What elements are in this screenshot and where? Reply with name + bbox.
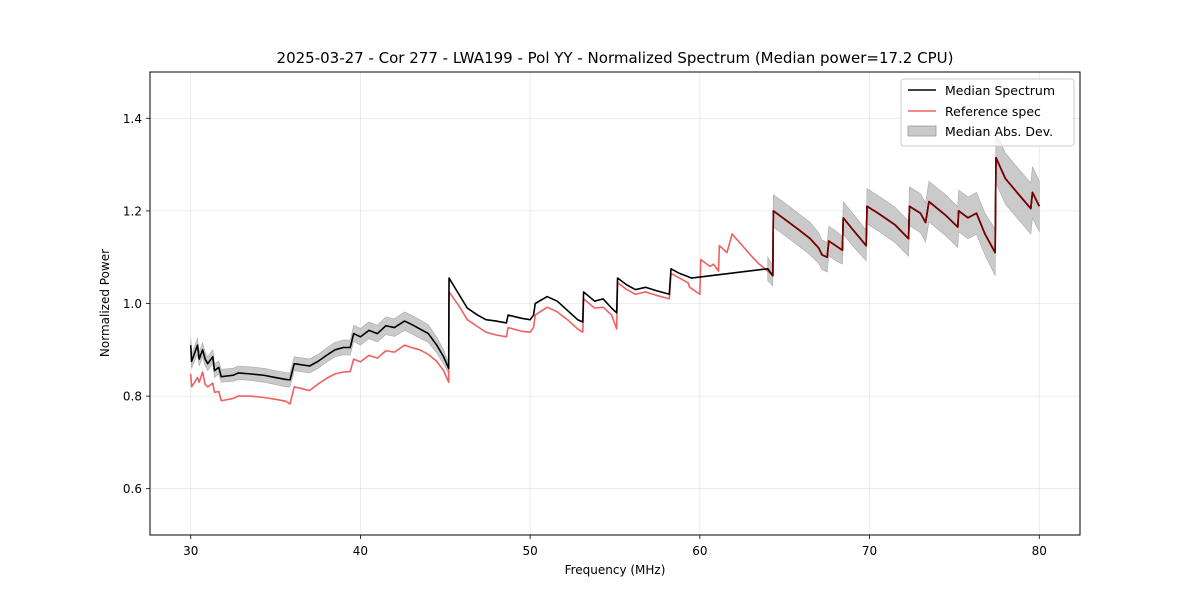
y-tick-label: 1.2 [123, 204, 142, 218]
legend-mad-label: Median Abs. Dev. [945, 124, 1053, 139]
chart-title: 2025-03-27 - Cor 277 - LWA199 - Pol YY -… [277, 49, 954, 67]
x-tick-label: 30 [183, 544, 198, 558]
x-tick-label: 40 [353, 544, 368, 558]
y-axis-title: Normalized Power [98, 249, 112, 357]
legend-mad-swatch [907, 125, 937, 137]
x-axis-title: Frequency (MHz) [565, 563, 666, 577]
y-tick-label: 1.4 [123, 112, 142, 126]
x-tick-label: 80 [1032, 544, 1047, 558]
x-tick-label: 60 [692, 544, 707, 558]
overlap-spectrum-line [772, 156, 1040, 276]
y-tick-label: 0.6 [123, 482, 142, 496]
axis-ticks: 30 40 50 60 70 80 0.6 0.8 1.0 1.2 1.4 [123, 112, 1047, 558]
y-tick-label: 0.8 [123, 390, 142, 404]
legend: Median Spectrum Reference spec Median Ab… [900, 78, 1075, 147]
legend-reference-label: Reference spec [945, 104, 1041, 119]
legend-box [900, 78, 1075, 147]
plot-area [189, 132, 1040, 405]
x-tick-label: 70 [862, 544, 877, 558]
x-tick-label: 50 [523, 544, 538, 558]
mad-band [767, 132, 1040, 287]
y-tick-label: 1.0 [123, 297, 142, 311]
legend-median-label: Median Spectrum [945, 83, 1055, 98]
